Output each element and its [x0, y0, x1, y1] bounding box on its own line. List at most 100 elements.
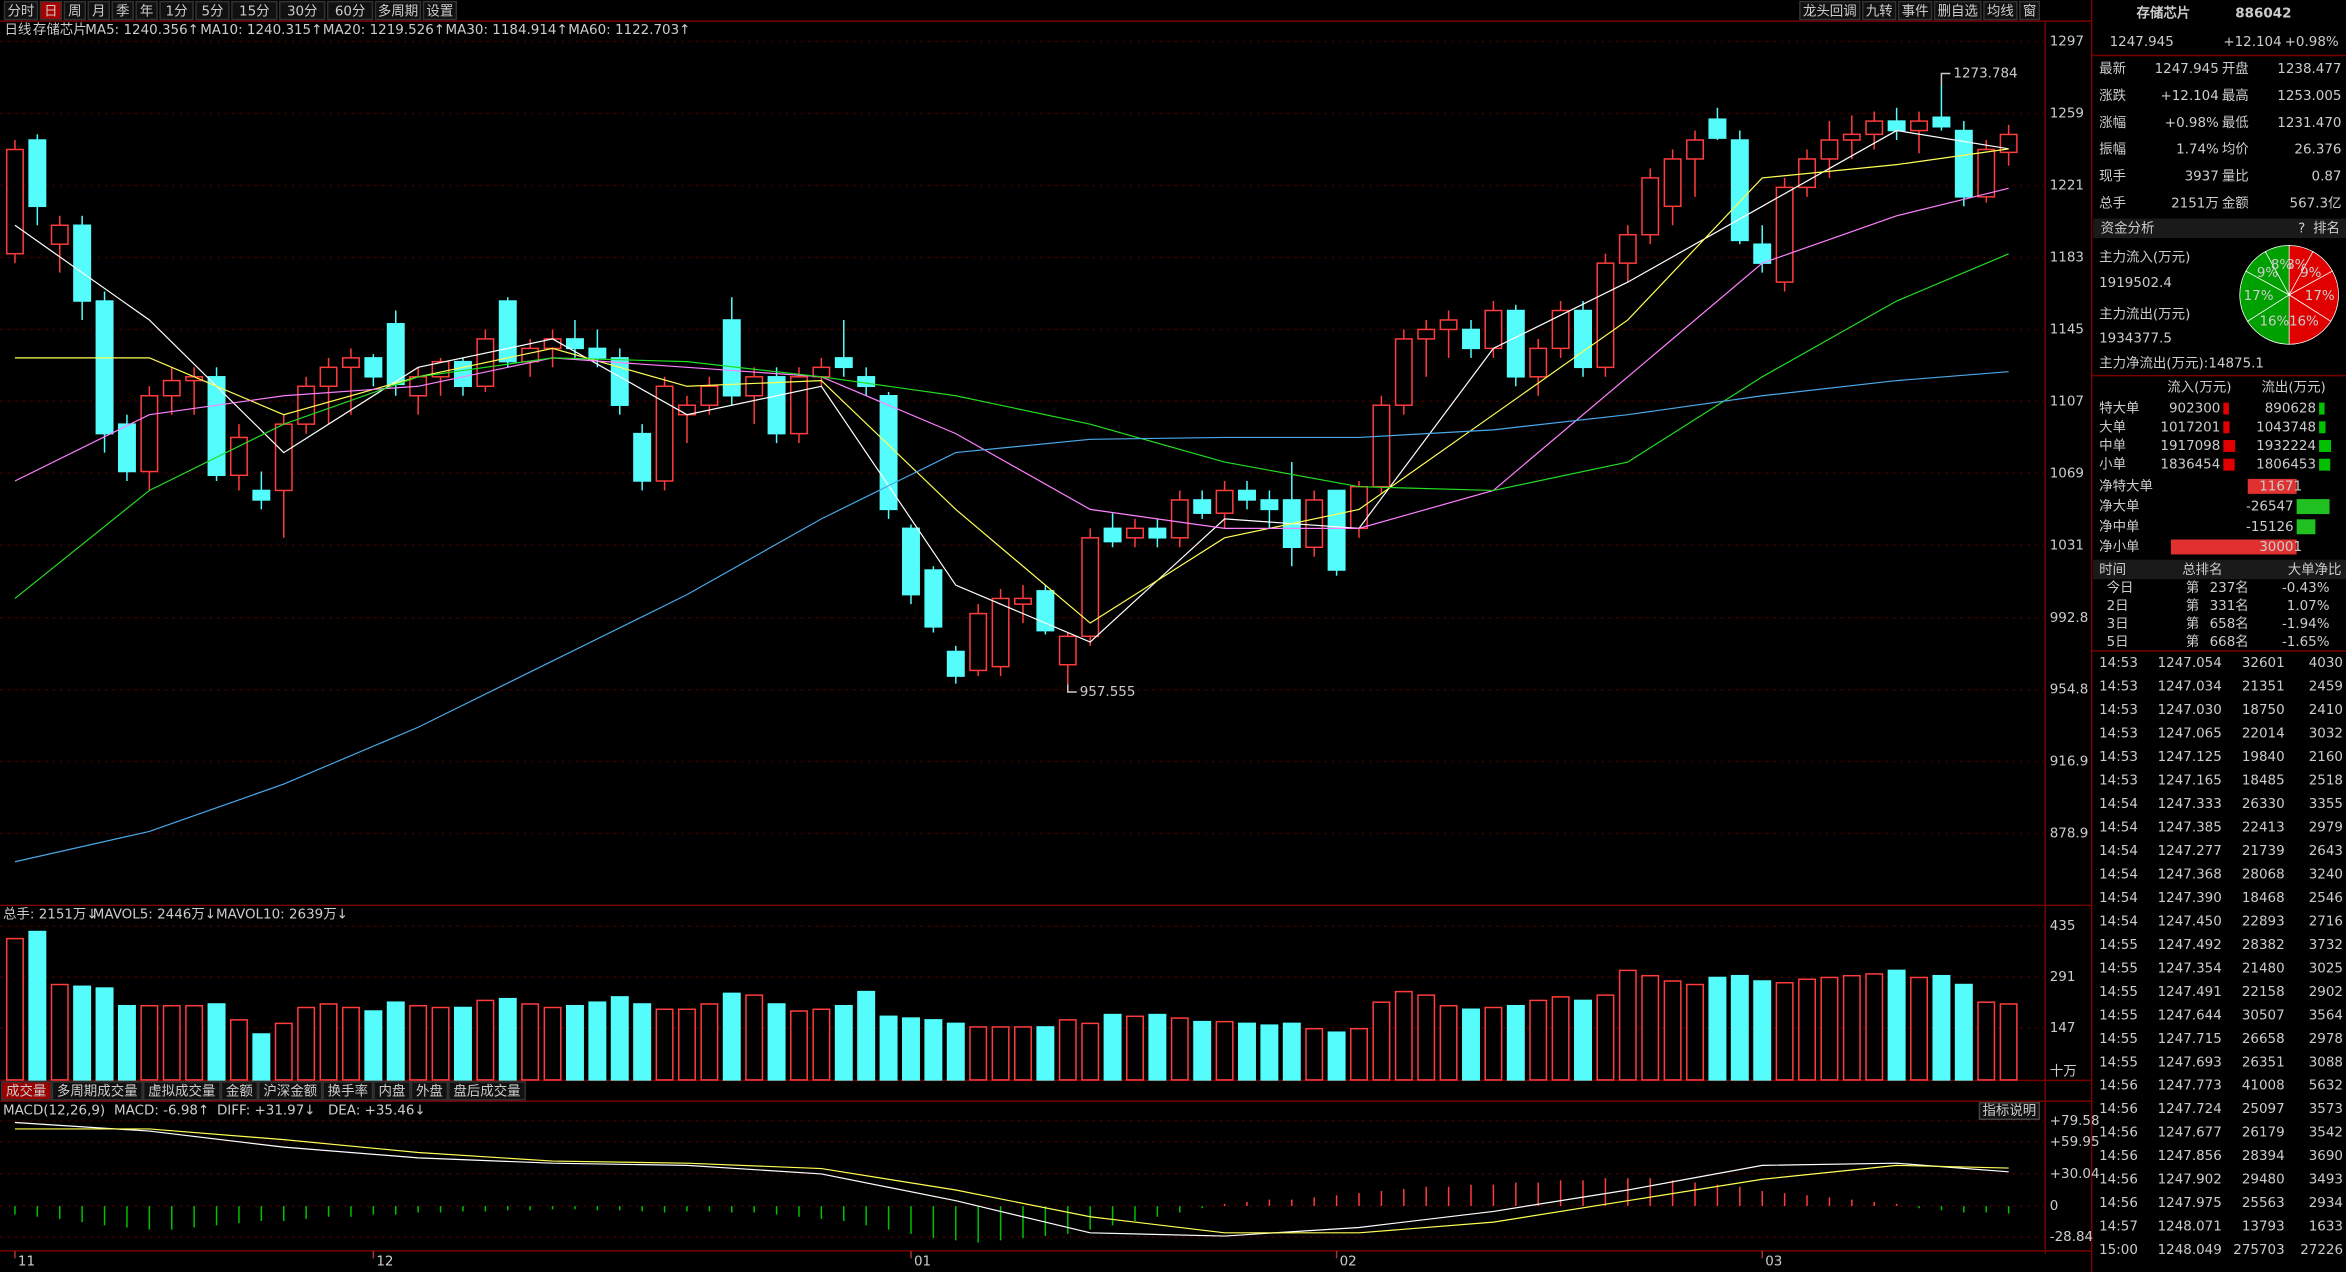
tab-bg[interactable]: [0, 1081, 52, 1101]
volume-bar: [1865, 973, 1884, 1081]
toolbar-button-bg[interactable]: [1897, 0, 1933, 21]
toolbar-button-bg[interactable]: [231, 0, 278, 21]
rank-button[interactable]: 排名: [2313, 220, 2340, 236]
toolbar-button[interactable]: 周: [68, 4, 81, 19]
tab-bg[interactable]: [448, 1081, 526, 1101]
toolbar-button-bg[interactable]: [1933, 0, 1982, 21]
row-label: 特大单: [2099, 401, 2139, 417]
help[interactable]: ?: [2298, 221, 2305, 236]
toolbar-button[interactable]: 分时: [7, 3, 34, 19]
toolbar-button[interactable]: 窗: [2023, 2, 2036, 19]
toolbar-button-bg[interactable]: [195, 0, 230, 21]
trade-time: 14:55: [2099, 985, 2138, 1000]
y-tick-label: 954.8: [2050, 683, 2089, 698]
candle-body: [1484, 309, 1503, 350]
rank-ratio: -1.65%: [2282, 635, 2330, 650]
toolbar-button[interactable]: 事件: [1902, 3, 1929, 19]
tab[interactable]: 换手率: [328, 1083, 368, 1100]
toolbar-button[interactable]: 设置: [426, 3, 453, 19]
toolbar-button[interactable]: 九转: [1866, 3, 1893, 19]
volume-bar: [1193, 1020, 1212, 1081]
trade-time: 14:54: [2099, 914, 2138, 929]
toolbar-button-bg[interactable]: [1861, 0, 1897, 21]
volume-bar: [1842, 974, 1861, 1081]
trade-price: 1248.071: [2158, 1220, 2222, 1235]
toolbar-button-bg[interactable]: [159, 0, 194, 21]
button-bg[interactable]: [1978, 1102, 2041, 1121]
toolbar-button-bg[interactable]: [279, 0, 326, 21]
trade-time: 14:53: [2099, 703, 2138, 718]
tab[interactable]: 内盘: [379, 1083, 406, 1100]
volume-bar: [700, 1003, 719, 1081]
tab[interactable]: 金额: [226, 1084, 253, 1100]
tab[interactable]: 多周期成交量: [57, 1083, 138, 1100]
toolbar-button-bg[interactable]: [422, 0, 458, 21]
toolbar-button[interactable]: 1分: [166, 3, 188, 19]
outflow: 890628: [2265, 402, 2316, 417]
trade-count: 2410: [2309, 703, 2343, 718]
volume-bar: [767, 1003, 786, 1081]
trade-count: 1633: [2309, 1220, 2343, 1235]
toolbar-button[interactable]: 日: [44, 4, 57, 19]
tab[interactable]: 沪深金额: [263, 1084, 317, 1100]
tab[interactable]: 盘后成交量: [453, 1083, 520, 1100]
tab-bg[interactable]: [142, 1081, 221, 1101]
toolbar-button-bg[interactable]: [374, 0, 422, 21]
toolbar-button[interactable]: 多周期: [378, 2, 418, 19]
tab-bg[interactable]: [51, 1081, 143, 1101]
toolbar-button-bg[interactable]: [2019, 0, 2041, 21]
tab[interactable]: 虚拟成交量: [148, 1083, 215, 1100]
toolbar-button-bg[interactable]: [1983, 0, 2018, 21]
toolbar-button[interactable]: 15分: [239, 3, 270, 19]
toolbar-button-bg[interactable]: [135, 0, 158, 21]
toolbar-button[interactable]: 删自选: [1938, 3, 1978, 19]
trade-count: 3493: [2309, 1173, 2343, 1188]
col-head: 流出(万元): [2261, 380, 2325, 396]
tab-bg[interactable]: [258, 1081, 323, 1101]
macd-line: [14, 1121, 2009, 1237]
toolbar-button-bg[interactable]: [111, 0, 134, 21]
tab-bg[interactable]: [220, 1081, 259, 1101]
toolbar-button[interactable]: 30分: [287, 3, 318, 19]
tab[interactable]: 外盘: [416, 1083, 443, 1100]
tab[interactable]: 成交量: [6, 1083, 46, 1100]
toolbar-button[interactable]: 龙头回调: [1803, 3, 1857, 19]
trade-count: 4030: [2309, 656, 2343, 671]
quote-label: 振幅: [2099, 142, 2126, 158]
toolbar-button-bg[interactable]: [3, 0, 39, 21]
legend-item: MACD(12,26,9): [3, 1103, 105, 1118]
toolbar-button[interactable]: 季: [116, 3, 129, 19]
rank-ratio: 1.07%: [2287, 599, 2330, 614]
toolbar-button[interactable]: 5分: [201, 3, 223, 19]
trade-count: 3032: [2309, 726, 2343, 741]
toolbar-button-bg[interactable]: [326, 0, 374, 21]
volume-bar: [610, 996, 629, 1081]
volume-bar: [924, 1019, 943, 1081]
quote-label: 金额: [2222, 196, 2249, 212]
trade-volume: 22413: [2242, 820, 2285, 835]
tab-bg[interactable]: [322, 1081, 374, 1101]
toolbar-button[interactable]: 60分: [335, 3, 366, 19]
toolbar-button-bg[interactable]: [87, 0, 110, 21]
unit-label: 十万: [2050, 1063, 2077, 1079]
tab-bg[interactable]: [410, 1081, 449, 1101]
annotation-leader: [1940, 72, 1951, 86]
toolbar-button-bg[interactable]: [63, 0, 87, 21]
trade-time: 14:55: [2099, 1055, 2138, 1070]
toolbar-button-bg[interactable]: [39, 0, 63, 21]
volume-bar: [1887, 969, 1906, 1081]
button[interactable]: 指标说明: [1982, 1103, 2036, 1119]
toolbar-button[interactable]: 均线: [1987, 3, 2014, 19]
volume-bar: [73, 985, 92, 1081]
row-label: 净特大单: [2099, 478, 2153, 494]
candle-body: [1596, 262, 1615, 369]
toolbar-button[interactable]: 月: [92, 4, 105, 19]
candle-body: [1708, 118, 1727, 139]
toolbar-button[interactable]: 年: [140, 3, 153, 19]
trade-count: 2902: [2309, 985, 2343, 1000]
candle-body: [834, 357, 853, 369]
trade-volume: 18750: [2242, 703, 2285, 718]
tab-bg[interactable]: [373, 1081, 411, 1101]
toolbar-button-bg[interactable]: [1799, 0, 1861, 21]
candle-body: [50, 224, 69, 245]
